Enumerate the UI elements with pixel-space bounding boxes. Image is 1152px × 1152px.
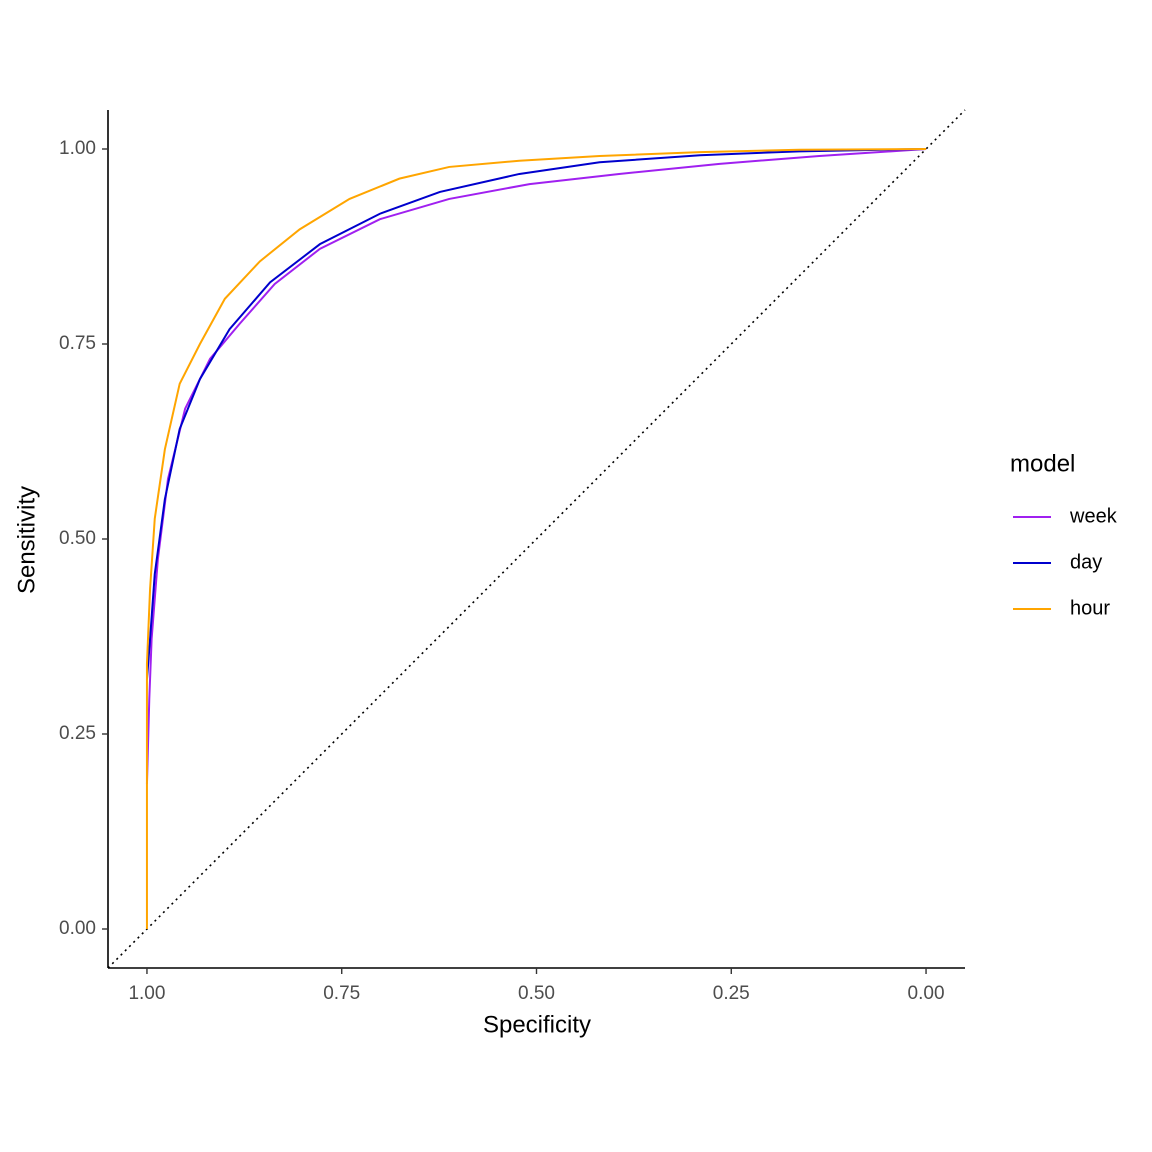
reference-line — [107, 109, 966, 969]
roc-curve — [145, 148, 927, 929]
legend-label: day — [1070, 551, 1102, 573]
x-tick-label: 0.25 — [713, 983, 750, 1004]
x-tick-label: 0.50 — [518, 983, 555, 1004]
y-tick-label: 0.00 — [59, 918, 96, 939]
y-tick-label: 0.50 — [59, 528, 96, 549]
roc-curve — [145, 148, 927, 680]
legend-label: week — [1069, 505, 1118, 527]
x-tick-label: 1.00 — [128, 983, 165, 1004]
roc-curve — [145, 148, 927, 784]
x-tick-label: 0.00 — [908, 983, 945, 1004]
x-axis-title: Specificity — [483, 1011, 591, 1038]
x-tick-label: 0.75 — [323, 983, 360, 1004]
legend-title: model — [1010, 450, 1075, 477]
legend-label: hour — [1070, 597, 1110, 619]
y-tick-label: 0.75 — [59, 333, 96, 354]
y-axis-title: Sensitivity — [13, 486, 40, 594]
y-tick-label: 0.25 — [59, 723, 96, 744]
y-tick-label: 1.00 — [59, 138, 96, 159]
